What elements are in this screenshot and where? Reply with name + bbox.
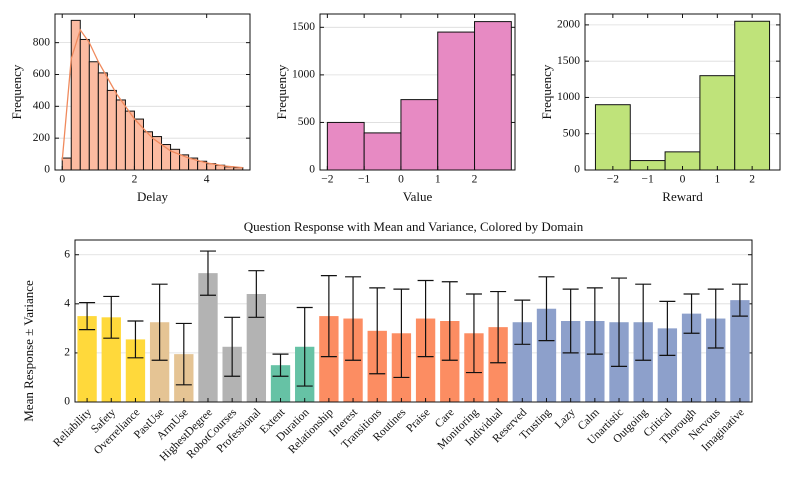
bar <box>512 322 532 402</box>
x-tick-label: 0 <box>59 174 65 186</box>
x-tick-label: Lazy <box>553 406 578 431</box>
y-tick-label: 4 <box>64 297 70 309</box>
x-tick-label: 0 <box>680 174 686 186</box>
histogram-bar <box>699 75 736 171</box>
y-tick-label: 0 <box>44 164 50 176</box>
y-axis-label: Mean Response ± Variance <box>21 280 36 422</box>
x-tick-label: −2 <box>607 174 619 186</box>
histogram-bar <box>97 72 108 171</box>
y-tick-label: 2 <box>64 347 70 359</box>
x-tick-label: 4 <box>204 174 210 186</box>
histogram-bar <box>400 99 439 171</box>
histogram-bar <box>88 61 99 171</box>
y-tick-label: 1000 <box>557 91 580 103</box>
bar <box>730 300 750 402</box>
x-axis-label: Reward <box>662 189 703 204</box>
histogram-bar <box>734 20 771 171</box>
histogram-bar <box>474 21 512 171</box>
bar <box>415 318 436 402</box>
y-tick-label: 500 <box>563 127 581 139</box>
axes-frame <box>54 13 251 171</box>
y-tick-label: 0 <box>64 396 70 408</box>
y-axis-label: Frequency <box>274 64 289 119</box>
histogram-bar <box>363 132 402 171</box>
x-tick-label: −1 <box>642 174 654 186</box>
x-tick-label: 1 <box>714 174 720 186</box>
y-tick-label: 400 <box>33 100 51 112</box>
histogram-bar <box>79 38 90 171</box>
bar <box>440 321 460 402</box>
x-tick-label: 2 <box>749 174 755 186</box>
x-tick-label: 0 <box>398 174 404 186</box>
y-tick-label: 2000 <box>557 19 580 31</box>
histogram-bar <box>594 104 631 171</box>
x-tick-label: 2 <box>132 174 138 186</box>
x-tick-label: −1 <box>358 174 370 186</box>
bar <box>657 328 678 402</box>
bar <box>246 294 267 402</box>
histogram-bar <box>437 31 476 171</box>
y-tick-label: 1500 <box>557 55 580 67</box>
bar <box>681 313 702 402</box>
histogram-bar <box>326 121 365 171</box>
y-tick-label: 800 <box>33 36 51 48</box>
bar <box>706 318 726 402</box>
y-tick-label: 1000 <box>292 69 315 81</box>
axes-frame <box>319 13 516 171</box>
y-tick-label: 200 <box>33 132 51 144</box>
bar <box>125 339 146 402</box>
histogram-bar <box>115 99 126 171</box>
bar <box>560 321 581 402</box>
y-tick-label: 1500 <box>292 21 315 33</box>
x-tick-label: 1 <box>435 174 441 186</box>
bar <box>319 316 339 402</box>
y-tick-label: 0 <box>574 164 580 176</box>
histogram-bar <box>61 157 72 171</box>
y-tick-label: 500 <box>298 116 316 128</box>
y-tick-label: 0 <box>309 164 315 176</box>
x-tick-label: Praise <box>404 407 432 435</box>
bar <box>270 365 291 402</box>
bar <box>198 273 218 402</box>
y-tick-label: 600 <box>33 68 51 80</box>
x-axis-label: Delay <box>137 189 169 204</box>
y-tick-label: 6 <box>64 248 70 260</box>
histogram-bar <box>124 110 135 171</box>
y-axis-label: Frequency <box>539 64 554 119</box>
x-tick-label: −2 <box>321 174 333 186</box>
bar <box>488 327 508 402</box>
x-tick-label: 2 <box>472 174 478 186</box>
kde-line <box>61 28 243 169</box>
bar <box>77 316 97 402</box>
bar <box>536 308 557 402</box>
x-tick-label: Reliability <box>51 406 94 449</box>
bar <box>585 321 605 402</box>
bar <box>633 322 653 402</box>
x-axis-label: Value <box>403 189 433 204</box>
histogram-bar <box>106 89 117 171</box>
axes-frame <box>74 239 753 403</box>
y-axis-label: Frequency <box>9 64 24 119</box>
chart-title: Question Response with Mean and Variance… <box>244 219 584 234</box>
axes-frame <box>584 13 781 171</box>
bar <box>149 322 170 402</box>
